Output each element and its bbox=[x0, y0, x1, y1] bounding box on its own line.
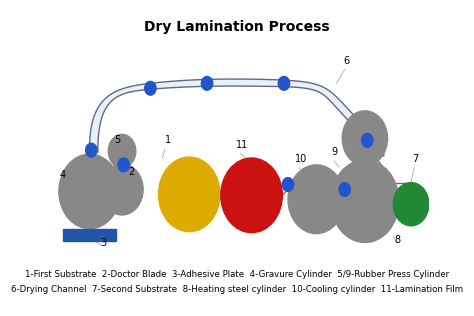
Circle shape bbox=[108, 134, 136, 168]
Circle shape bbox=[101, 164, 143, 215]
Text: 6: 6 bbox=[343, 56, 349, 66]
Circle shape bbox=[331, 160, 399, 242]
Text: 5: 5 bbox=[114, 135, 120, 145]
Text: 6-Drying Channel  7-Second Substrate  8-Heating steel cylinder  10-Cooling cylin: 6-Drying Channel 7-Second Substrate 8-He… bbox=[11, 285, 463, 294]
Circle shape bbox=[342, 111, 388, 166]
Circle shape bbox=[278, 76, 290, 90]
Text: 1-First Substrate  2-Doctor Blade  3-Adhesive Plate  4-Gravure Cylinder  5/9-Rub: 1-First Substrate 2-Doctor Blade 3-Adhes… bbox=[25, 270, 449, 279]
Text: 2: 2 bbox=[128, 167, 135, 177]
Text: 10: 10 bbox=[294, 154, 307, 164]
Text: 9: 9 bbox=[331, 147, 337, 157]
Text: 4: 4 bbox=[60, 170, 66, 180]
Text: 8: 8 bbox=[395, 235, 401, 246]
Text: 1: 1 bbox=[165, 135, 171, 145]
Text: 7: 7 bbox=[413, 154, 419, 164]
Circle shape bbox=[339, 183, 350, 196]
Circle shape bbox=[59, 154, 120, 229]
Polygon shape bbox=[90, 79, 384, 156]
Circle shape bbox=[283, 178, 294, 191]
Circle shape bbox=[86, 143, 97, 157]
Circle shape bbox=[201, 76, 213, 90]
Circle shape bbox=[362, 133, 373, 147]
Circle shape bbox=[288, 165, 345, 234]
Circle shape bbox=[118, 158, 129, 172]
Circle shape bbox=[393, 183, 429, 226]
Text: 11: 11 bbox=[236, 140, 248, 150]
Circle shape bbox=[221, 158, 283, 233]
Circle shape bbox=[145, 82, 156, 95]
Circle shape bbox=[158, 157, 220, 232]
Polygon shape bbox=[63, 229, 117, 240]
Text: Dry Lamination Process: Dry Lamination Process bbox=[144, 21, 330, 34]
Text: 3: 3 bbox=[100, 238, 106, 248]
